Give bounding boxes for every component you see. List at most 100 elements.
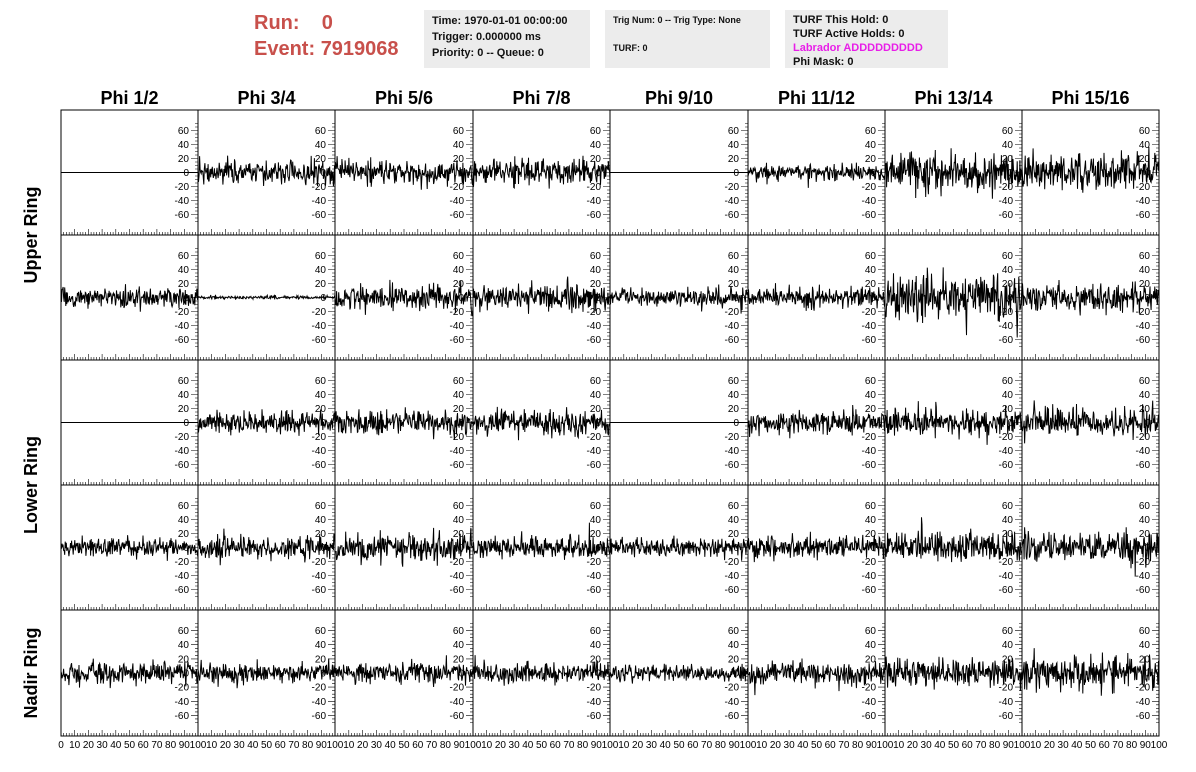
y-tick-label: 20 (1002, 154, 1014, 165)
y-tick-label: 40 (1139, 390, 1151, 401)
y-tick-label: -60 (175, 210, 190, 221)
y-tick-label: 40 (453, 265, 465, 276)
x-tick-label: 40 (797, 740, 809, 751)
x-ticks (609, 479, 749, 485)
y-tick-label: 20 (178, 404, 190, 415)
waveform-trace (197, 528, 336, 566)
y-tick-label: 0 (1007, 418, 1013, 429)
y-tick-label: -60 (725, 585, 740, 596)
y-tick-label: 40 (178, 265, 190, 276)
x-tick-label: 80 (302, 740, 314, 751)
y-tick-label: -60 (999, 585, 1014, 596)
y-ticks (741, 123, 748, 222)
y-tick-label: 60 (178, 376, 190, 387)
y-tick-label: 20 (590, 404, 602, 415)
y-tick-label: 60 (1139, 376, 1151, 387)
y-tick-label: 20 (728, 529, 740, 540)
y-tick-label: -60 (1136, 585, 1151, 596)
y-tick-label: 60 (453, 376, 465, 387)
y-tick-label: 20 (178, 279, 190, 290)
y-tick-label: 60 (453, 251, 465, 262)
y-tick-label: -40 (450, 697, 465, 708)
y-tick-label: 20 (728, 654, 740, 665)
waveform-trace (197, 293, 336, 301)
x-ticks (197, 354, 336, 360)
x-tick-label: 40 (110, 740, 122, 751)
y-tick-label: 60 (1002, 501, 1014, 512)
y-tick-label: -60 (1136, 210, 1151, 221)
y-ticks (191, 498, 198, 597)
waveform-trace (1021, 648, 1160, 696)
x-tick-label: 100 (877, 740, 894, 751)
x-tick-label: 100 (602, 740, 619, 751)
y-tick-label: -40 (1136, 196, 1151, 207)
y-tick-label: 20 (1139, 279, 1151, 290)
y-tick-label: 40 (1002, 265, 1014, 276)
y-tick-label: -20 (862, 557, 877, 568)
x-ticks (60, 354, 199, 360)
y-tick-label: -40 (725, 321, 740, 332)
y-tick-label: -20 (1136, 683, 1151, 694)
waveform-trace (60, 535, 199, 561)
run-value: 0 (321, 12, 333, 34)
x-ticks (1021, 354, 1160, 360)
y-tick-label: -20 (725, 182, 740, 193)
y-ticks (878, 623, 885, 723)
y-tick-label: -60 (175, 711, 190, 722)
y-tick-label: -60 (312, 460, 327, 471)
y-tick-label: -20 (175, 182, 190, 193)
column-title: Phi 9/10 (645, 88, 713, 108)
y-ticks (878, 123, 885, 222)
y-tick-label: -20 (175, 432, 190, 443)
y-tick-label: 40 (590, 390, 602, 401)
y-tick-label: 40 (315, 515, 327, 526)
y-tick-label: 20 (315, 154, 327, 165)
y-tick-label: -20 (862, 182, 877, 193)
x-ticks (334, 354, 474, 360)
y-tick-label: -60 (999, 711, 1014, 722)
y-tick-label: -60 (312, 711, 327, 722)
y-tick-label: 20 (1139, 404, 1151, 415)
y-tick-label: 20 (728, 404, 740, 415)
y-tick-label: -60 (1136, 711, 1151, 722)
x-tick-label: 10 (343, 740, 355, 751)
waveform-trace (334, 279, 474, 317)
waveform-trace (609, 663, 749, 684)
x-tick-label: 40 (934, 740, 946, 751)
x-ticks (334, 604, 474, 610)
x-tick-label: 30 (371, 740, 383, 751)
y-ticks (603, 248, 610, 347)
x-ticks (197, 229, 336, 235)
y-tick-label: 60 (1002, 251, 1014, 262)
x-ticks (197, 604, 336, 610)
y-tick-label: -40 (862, 697, 877, 708)
y-tick-label: -20 (862, 307, 877, 318)
turf-this-hold-text: TURF This Hold: 0 (793, 14, 889, 26)
x-tick-label: 70 (1112, 740, 1124, 751)
y-tick-label: 60 (728, 501, 740, 512)
y-tick-label: -60 (587, 711, 602, 722)
y-tick-label: -60 (862, 335, 877, 346)
y-tick-label: -40 (587, 697, 602, 708)
y-tick-label: 20 (728, 279, 740, 290)
x-tick-label: 80 (165, 740, 177, 751)
y-tick-label: -20 (312, 432, 327, 443)
x-tick-label: 50 (673, 740, 685, 751)
x-tick-label: 80 (989, 740, 1001, 751)
x-ticks (747, 354, 886, 360)
y-tick-label: 0 (458, 543, 464, 554)
y-tick-label: 40 (453, 390, 465, 401)
time-text: Time: 1970-01-01 00:00:00 (432, 15, 568, 27)
waveform-trace (609, 535, 749, 561)
y-tick-label: 20 (178, 654, 190, 665)
waveform-trace (472, 522, 611, 560)
y-tick-label: 60 (178, 626, 190, 637)
y-tick-label: -40 (450, 196, 465, 207)
waveform-trace (197, 409, 336, 436)
x-tick-label: 10 (893, 740, 905, 751)
y-tick-label: -20 (450, 182, 465, 193)
y-tick-label: 0 (870, 669, 876, 680)
x-tick-label: 90 (316, 740, 328, 751)
y-tick-label: -20 (999, 432, 1014, 443)
y-tick-label: 20 (1002, 529, 1014, 540)
